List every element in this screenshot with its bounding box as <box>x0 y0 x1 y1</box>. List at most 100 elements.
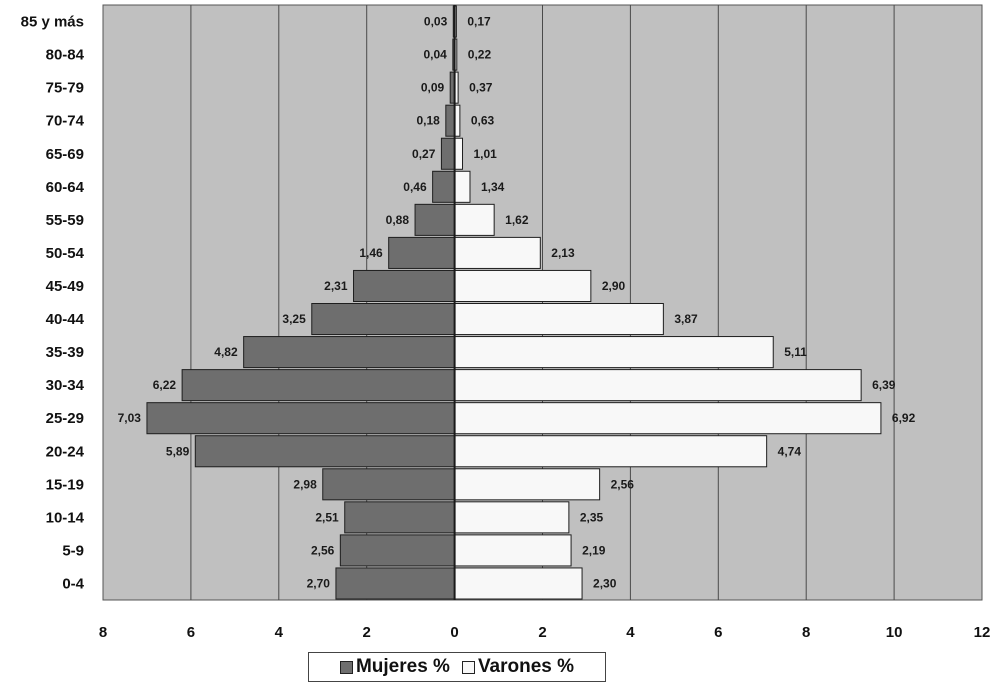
category-label: 0-4 <box>62 575 84 592</box>
female-bar <box>146 402 456 435</box>
female-bar <box>388 236 456 269</box>
x-tick-label: 4 <box>275 624 284 641</box>
female-value-label: 0,09 <box>421 81 445 95</box>
female-value-label: 6,22 <box>153 378 177 392</box>
legend-swatch-male <box>461 660 475 674</box>
female-bar <box>344 501 456 534</box>
female-value-label: 0,88 <box>386 213 410 227</box>
category-label: 45-49 <box>46 278 84 295</box>
female-value-label: 2,70 <box>307 576 331 590</box>
x-tick-labels: 8 6 4 2 0 2 4 6 8 10 12 <box>99 624 991 641</box>
category-label: 35-39 <box>46 344 84 361</box>
female-bar <box>243 336 456 369</box>
female-bar <box>414 203 456 236</box>
legend-swatch-female <box>339 660 353 674</box>
male-bars <box>454 5 882 600</box>
male-bar <box>454 203 495 236</box>
female-bar <box>353 269 456 303</box>
male-value-label: 2,19 <box>582 543 606 557</box>
legend-item-male: Varones % <box>461 656 575 678</box>
male-value-label: 1,01 <box>474 147 498 161</box>
female-bar <box>440 137 456 170</box>
male-bar <box>454 170 471 203</box>
female-value-label: 2,51 <box>315 510 339 524</box>
male-value-label: 0,17 <box>467 15 491 29</box>
male-value-label: 2,30 <box>593 576 617 590</box>
category-label: 55-59 <box>46 212 84 229</box>
legend-label-male: Varones % <box>477 656 575 677</box>
female-value-label: 0,46 <box>403 180 427 194</box>
male-bar <box>454 468 601 501</box>
legend-label-female: Mujeres % <box>355 656 450 677</box>
category-label: 40-44 <box>46 311 85 328</box>
male-value-label: 2,35 <box>580 510 604 524</box>
female-value-label: 2,56 <box>311 543 335 557</box>
male-bar <box>454 236 541 269</box>
category-label: 50-54 <box>46 245 85 262</box>
x-tick-label: 0 <box>450 624 458 641</box>
male-bar <box>454 269 592 303</box>
category-label: 85 y más <box>21 14 84 31</box>
x-tick-label: 6 <box>714 624 722 641</box>
x-tick-label: 6 <box>187 624 195 641</box>
male-bar <box>454 501 570 534</box>
male-value-label: 0,63 <box>471 114 495 128</box>
male-value-label: 4,74 <box>778 444 802 458</box>
category-labels: 0-4 5-9 10-14 15-19 20-24 25-29 30-34 35-39 40-4… <box>21 14 85 593</box>
male-value-label: 0,22 <box>468 48 492 62</box>
x-tick-label: 2 <box>363 624 371 641</box>
female-bar <box>445 104 456 137</box>
male-value-label: 5,11 <box>784 345 807 359</box>
x-tick-label: 2 <box>538 624 546 641</box>
female-value-label: 0,04 <box>423 48 447 62</box>
male-bar <box>454 567 583 600</box>
female-value-label: 1,46 <box>359 246 383 260</box>
male-bar <box>454 402 882 435</box>
category-label: 65-69 <box>46 146 84 163</box>
x-tick-label: 8 <box>802 624 810 641</box>
male-bar <box>454 369 862 402</box>
female-value-label: 3,25 <box>282 312 306 326</box>
male-bar <box>454 137 464 170</box>
category-label: 70-74 <box>46 113 85 130</box>
legend: Mujeres % Varones % <box>308 652 606 682</box>
female-bars <box>146 5 456 600</box>
category-label: 15-19 <box>46 476 84 493</box>
female-bar <box>335 567 456 600</box>
legend-item-female: Mujeres % <box>339 656 450 678</box>
category-label: 10-14 <box>46 509 85 526</box>
female-value-label: 2,31 <box>324 279 348 293</box>
female-value-label: 7,03 <box>118 411 142 425</box>
category-label: 75-79 <box>46 80 84 97</box>
male-value-label: 1,34 <box>481 180 505 194</box>
male-value-label: 2,56 <box>611 477 635 491</box>
male-bar <box>454 303 664 336</box>
grid-lines <box>190 5 895 600</box>
male-value-label: 0,37 <box>469 81 493 95</box>
female-value-label: 5,89 <box>166 444 190 458</box>
female-bar <box>339 534 456 567</box>
male-value-label: 3,87 <box>674 312 698 326</box>
category-label: 5-9 <box>62 542 84 559</box>
value-labels: 2,70 2,30 2,56 2,19 2,51 2,35 2,98 2,56 5,89 4,74… <box>118 15 916 591</box>
male-bar <box>454 435 768 468</box>
male-value-label: 2,90 <box>602 279 626 293</box>
female-bar <box>432 170 456 203</box>
x-tick-label: 8 <box>99 624 107 641</box>
female-value-label: 2,98 <box>293 477 317 491</box>
x-tick-label: 12 <box>974 624 991 641</box>
male-bar <box>454 336 774 369</box>
female-value-label: 4,82 <box>214 345 238 359</box>
category-label: 60-64 <box>46 179 85 196</box>
female-value-label: 0,18 <box>416 114 440 128</box>
category-label: 25-29 <box>46 410 84 427</box>
female-bar <box>322 468 456 501</box>
category-label: 20-24 <box>46 443 85 460</box>
male-value-label: 6,39 <box>872 378 896 392</box>
female-value-label: 0,27 <box>412 147 436 161</box>
female-bar <box>181 369 456 402</box>
male-value-label: 6,92 <box>892 411 916 425</box>
x-tick-label: 4 <box>626 624 635 641</box>
category-label: 80-84 <box>46 47 85 64</box>
